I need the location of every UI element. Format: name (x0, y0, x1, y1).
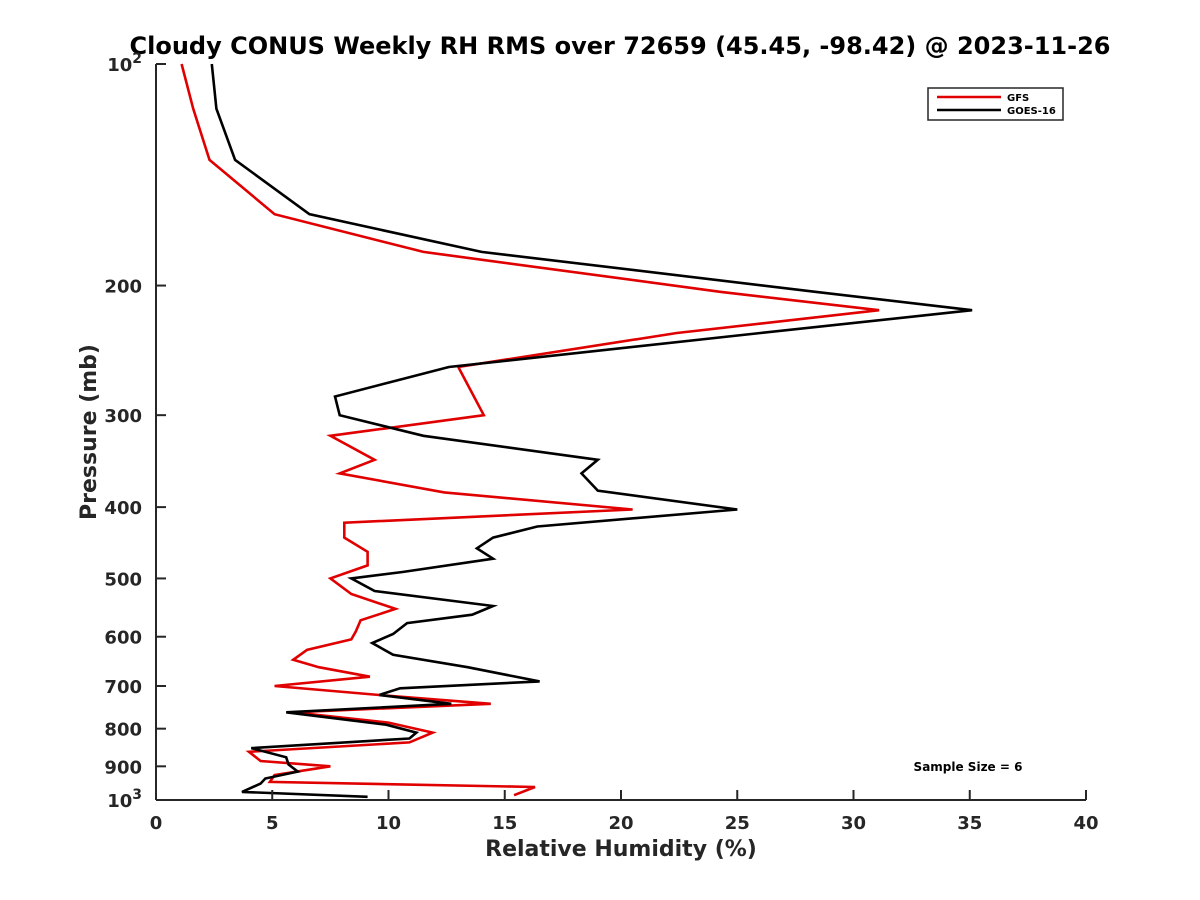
y-tick-label: 600 (104, 628, 142, 649)
axes-group (155, 64, 1086, 801)
series-line-gfs (180, 63, 880, 797)
x-tick-label: 30 (841, 813, 866, 834)
y-tick-label: 300 (104, 406, 142, 427)
y-axis-label: Pressure (mb) (77, 344, 102, 520)
x-tick-label: 10 (376, 813, 401, 834)
series-line-goes-16 (210, 63, 973, 799)
x-tick-label: 35 (957, 813, 982, 834)
y-tick-label: 103 (107, 787, 142, 812)
y-tick-label: 500 (104, 569, 142, 590)
sample-size-annotation: Sample Size = 6 (914, 760, 1023, 774)
legend-box (927, 87, 1064, 121)
x-tick-label: 5 (266, 813, 279, 834)
y-tick-label: 400 (104, 498, 142, 519)
legend: GFS GOES-16 (927, 87, 1064, 121)
y-tick-label: 700 (104, 677, 142, 698)
y-tick-label: 102 (107, 51, 142, 76)
legend-label-goes-16: GOES-16 (1007, 106, 1056, 117)
chart-title: Cloudy CONUS Weekly RH RMS over 72659 (4… (130, 32, 1111, 60)
x-ticks: 0 5 10 15 20 25 30 35 40 (150, 790, 1099, 834)
x-tick-label: 25 (725, 813, 750, 834)
legend-label-gfs: GFS (1007, 93, 1029, 104)
y-tick-label: 900 (104, 757, 142, 778)
y-tick-label: 200 (104, 277, 142, 298)
series-group (180, 63, 973, 799)
y-ticks: 102 200 300 400 500 600 700 800 900 103 (104, 51, 166, 812)
y-tick-label: 800 (104, 720, 142, 741)
x-axis-label: Relative Humidity (%) (485, 837, 757, 862)
x-tick-label: 20 (608, 813, 633, 834)
x-tick-label: 0 (150, 813, 163, 834)
x-tick-label: 40 (1073, 813, 1098, 834)
x-tick-label: 15 (492, 813, 517, 834)
